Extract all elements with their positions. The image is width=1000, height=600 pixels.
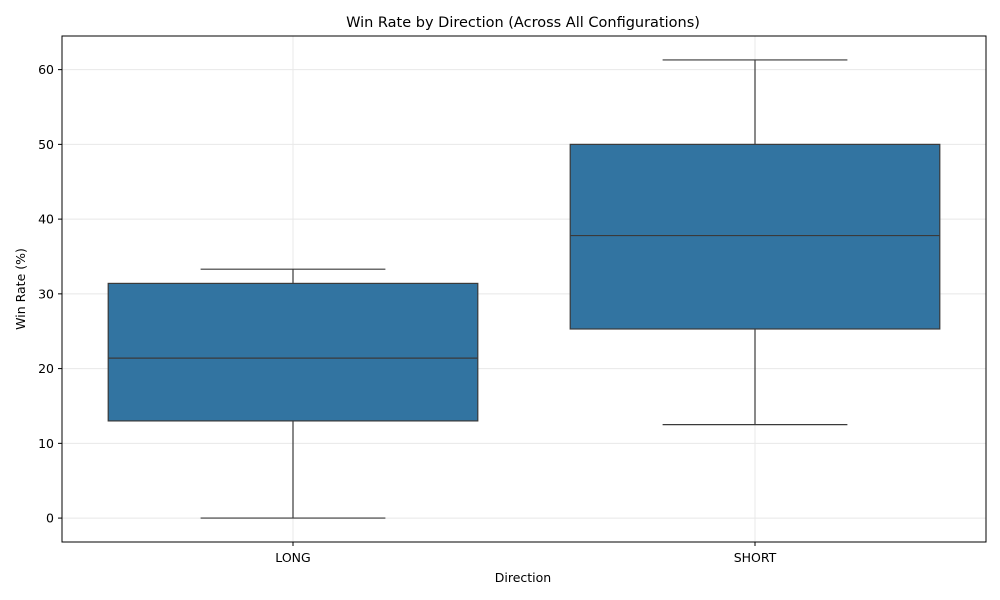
iqr-box <box>569 143 941 330</box>
plot-frame <box>61 35 987 543</box>
chart-title: Win Rate by Direction (Across All Config… <box>346 15 700 31</box>
iqr-box <box>107 282 479 422</box>
y-tick-label: 20 <box>38 361 54 376</box>
x-tick-label: SHORT <box>734 550 777 565</box>
x-axis: LONG SHORT <box>275 542 777 565</box>
x-axis-label: Direction <box>495 570 551 585</box>
y-tick-label: 10 <box>38 436 54 451</box>
y-tick-label: 40 <box>38 212 54 227</box>
y-tick-label: 50 <box>38 137 54 152</box>
x-tick-label: LONG <box>275 550 310 565</box>
y-tick-label: 60 <box>38 62 54 77</box>
y-axis-label: Win Rate (%) <box>13 248 28 330</box>
boxes <box>107 59 941 519</box>
y-tick-label: 30 <box>38 286 54 301</box>
box-short <box>569 59 941 426</box>
box-long <box>107 268 479 519</box>
y-axis: 0 10 20 30 40 50 60 <box>38 62 62 526</box>
y-tick-label: 0 <box>46 511 54 526</box>
